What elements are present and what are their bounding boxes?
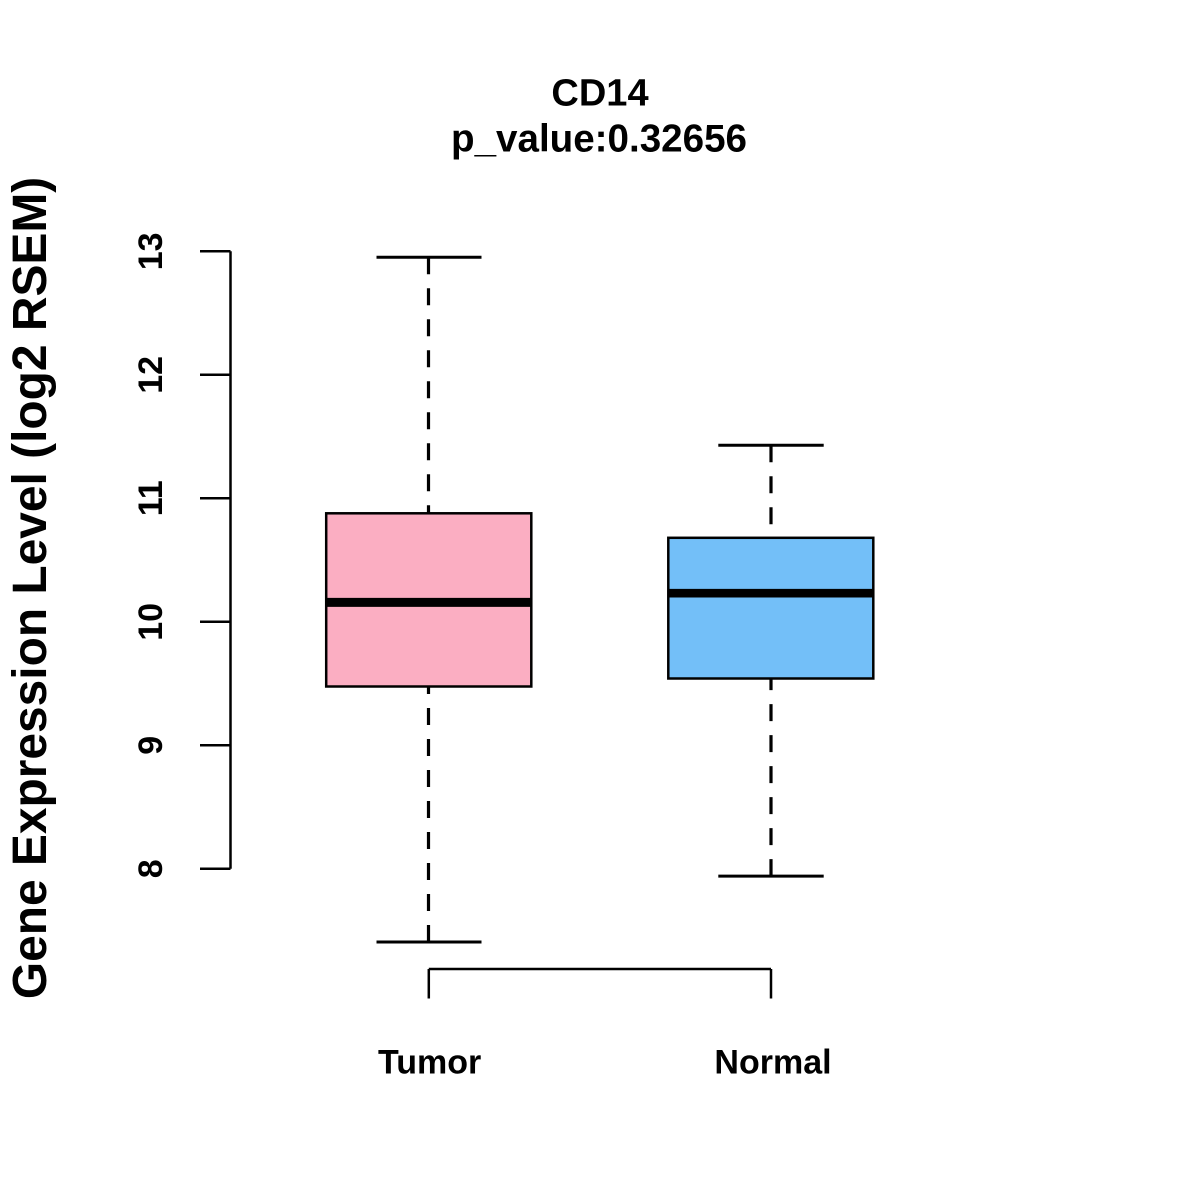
svg-text:CD14: CD14 [551, 73, 648, 115]
svg-text:11: 11 [132, 480, 170, 516]
svg-text:p_value:0.32656: p_value:0.32656 [451, 117, 747, 160]
svg-text:13: 13 [132, 232, 170, 270]
svg-text:Gene Expression Level (log2 RS: Gene Expression Level (log2 RSEM) [4, 177, 57, 999]
svg-text:Tumor: Tumor [378, 1044, 481, 1082]
svg-text:12: 12 [132, 356, 170, 394]
svg-text:Normal: Normal [714, 1044, 831, 1082]
svg-text:10: 10 [132, 603, 170, 641]
svg-text:9: 9 [132, 736, 170, 755]
svg-text:8: 8 [132, 859, 170, 878]
